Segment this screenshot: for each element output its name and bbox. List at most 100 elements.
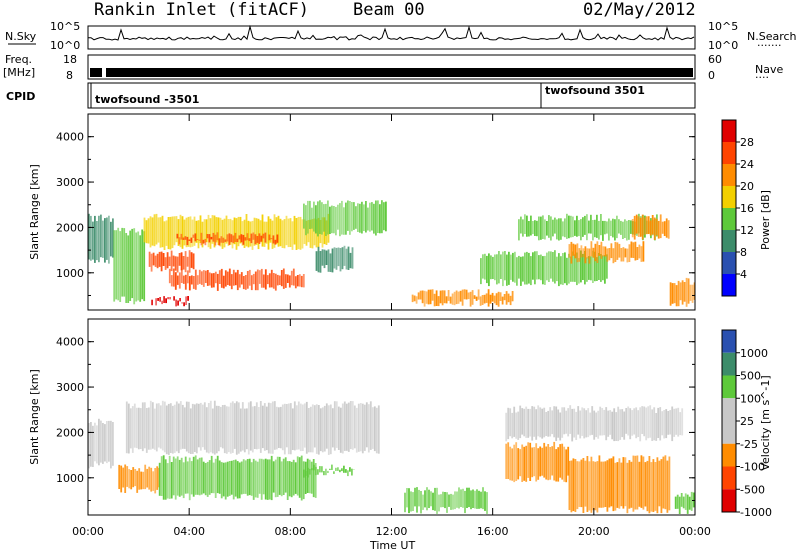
velocity-colorbar-swatch-4 bbox=[722, 421, 736, 444]
power-region-1 bbox=[113, 227, 146, 305]
velocity-region-1 bbox=[118, 464, 161, 494]
velocity-region-2 bbox=[158, 455, 317, 501]
power-colorbar-swatch-0 bbox=[722, 120, 736, 142]
power-region-13 bbox=[631, 214, 670, 240]
nave-label: Nave bbox=[755, 63, 783, 76]
freq-strip-frame bbox=[87, 54, 696, 80]
power-colorbar-tick-3: 16 bbox=[740, 202, 754, 215]
velocity-colorbar-swatch-3 bbox=[722, 398, 736, 421]
time-tick-3: 12:00 bbox=[376, 525, 408, 538]
velocity-y-axis-label: Slant Range [km] bbox=[28, 369, 41, 465]
power-region-12 bbox=[568, 241, 645, 264]
power-region-0 bbox=[88, 213, 114, 264]
cpid-entry-2: twofsound 3501 bbox=[545, 84, 645, 97]
velocity-colorbar-tick-3: 25 bbox=[740, 415, 754, 428]
velocity-region-5 bbox=[404, 487, 488, 514]
freq-trace bbox=[90, 68, 693, 77]
power-colorbar-tick-6: 4 bbox=[740, 268, 747, 281]
power-heatmap bbox=[88, 200, 695, 307]
beam-title: Beam 00 bbox=[353, 0, 425, 20]
time-tick-1: 04:00 bbox=[173, 525, 205, 538]
time-tick-2: 08:00 bbox=[274, 525, 306, 538]
velocity-region-8 bbox=[505, 405, 684, 442]
power-colorbar-swatch-1 bbox=[722, 142, 736, 164]
power-colorbar-swatch-2 bbox=[722, 164, 736, 186]
nsearch-dots: ······· bbox=[757, 39, 781, 52]
power-colorbar-tick-4: 12 bbox=[740, 224, 754, 237]
cpid-entry-1: twofsound -3501 bbox=[95, 93, 199, 106]
velocity-y-tick-0: 1000 bbox=[56, 472, 84, 485]
power-colorbar-label: Power [dB] bbox=[759, 190, 772, 250]
freq-block-1 bbox=[90, 68, 102, 77]
cpid-strip-frame bbox=[87, 82, 696, 109]
velocity-region-7 bbox=[568, 455, 671, 514]
power-colorbar-swatch-4 bbox=[722, 208, 736, 230]
velocity-colorbar-swatch-0 bbox=[722, 330, 736, 353]
velocity-region-0 bbox=[88, 418, 114, 469]
power-colorbar-tick-5: 8 bbox=[740, 246, 747, 259]
power-colorbar-swatch-5 bbox=[722, 230, 736, 252]
time-axis-label: Time UT bbox=[369, 539, 415, 552]
freq-label: Freq. bbox=[5, 53, 32, 66]
velocity-colorbar: 1000 500 100 25 -25 -100 -500 -1000 bbox=[721, 329, 772, 519]
velocity-colorbar-swatch-1 bbox=[722, 352, 736, 376]
power-region-9 bbox=[411, 289, 514, 307]
power-y-axis: 1000 2000 3000 4000 bbox=[56, 131, 695, 296]
velocity-y-tick-3: 4000 bbox=[56, 336, 84, 349]
nsky-trace bbox=[87, 24, 695, 44]
time-axis: 00:00 04:00 08:00 12:00 16:00 20:00 00:00 bbox=[72, 114, 711, 538]
power-colorbar-swatch-7 bbox=[722, 274, 736, 296]
station-title: Rankin Inlet (fitACF) bbox=[94, 0, 309, 20]
velocity-region-3 bbox=[125, 400, 380, 455]
nave-tick-bottom: 0 bbox=[708, 69, 715, 82]
velocity-y-tick-1: 2000 bbox=[56, 426, 84, 439]
time-tick-4: 16:00 bbox=[477, 525, 509, 538]
time-tick-0: 00:00 bbox=[72, 525, 104, 538]
velocity-y-axis: 1000 2000 3000 4000 bbox=[56, 336, 695, 501]
velocity-colorbar-tick-1: 500 bbox=[740, 370, 761, 383]
velocity-colorbar-swatch-6 bbox=[722, 466, 736, 490]
power-region-7 bbox=[303, 200, 387, 237]
velocity-colorbar-swatch-7 bbox=[722, 489, 736, 512]
power-y-tick-3: 4000 bbox=[56, 131, 84, 144]
velocity-colorbar-swatch-5 bbox=[722, 443, 736, 467]
nsky-right-tick-top: 10^5 bbox=[708, 20, 738, 33]
velocity-colorbar-tick-7: -1000 bbox=[740, 506, 772, 519]
velocity-region-9 bbox=[674, 491, 695, 514]
power-y-tick-1: 2000 bbox=[56, 221, 84, 234]
time-tick-5: 20:00 bbox=[578, 525, 610, 538]
power-y-tick-0: 1000 bbox=[56, 267, 84, 280]
freq-tick-bottom: 8 bbox=[66, 69, 73, 82]
freq-tick-top: 18 bbox=[63, 53, 77, 66]
velocity-colorbar-tick-2: 100 bbox=[740, 392, 761, 405]
nave-dots: ···· bbox=[755, 71, 769, 84]
power-colorbar-swatch-6 bbox=[722, 252, 736, 274]
power-region-10 bbox=[480, 250, 608, 287]
time-tick-6: 00:00 bbox=[679, 525, 711, 538]
power-colorbar-tick-2: 20 bbox=[740, 180, 754, 193]
velocity-colorbar-tick-6: -500 bbox=[740, 483, 765, 496]
power-region-4 bbox=[168, 268, 305, 291]
cpid-label: CPID bbox=[6, 90, 35, 103]
power-colorbar-tick-1: 24 bbox=[740, 158, 754, 171]
power-region-5 bbox=[176, 232, 279, 246]
power-colorbar-swatch-3 bbox=[722, 186, 736, 208]
velocity-region-6 bbox=[505, 441, 570, 483]
velocity-colorbar-tick-5: -100 bbox=[740, 461, 765, 474]
velocity-colorbar-tick-0: 1000 bbox=[740, 347, 768, 360]
power-region-2 bbox=[143, 213, 330, 250]
power-y-tick-2: 3000 bbox=[56, 176, 84, 189]
nsky-line bbox=[87, 24, 695, 44]
velocity-colorbar-label: Velocity [m s^-1] bbox=[759, 375, 772, 470]
nsky-label: N.Sky bbox=[5, 30, 37, 43]
nsky-tick-bottom: 10^0 bbox=[50, 39, 80, 52]
freq-unit: [MHz] bbox=[3, 66, 35, 79]
nsky-right-tick-bottom: 10^0 bbox=[708, 39, 738, 52]
power-region-3 bbox=[148, 250, 195, 273]
power-region-14 bbox=[669, 277, 695, 307]
power-region-8 bbox=[315, 245, 354, 273]
power-y-axis-label: Slant Range [km] bbox=[28, 164, 41, 260]
velocity-y-tick-2: 3000 bbox=[56, 381, 84, 394]
nave-tick-top: 60 bbox=[708, 53, 722, 66]
